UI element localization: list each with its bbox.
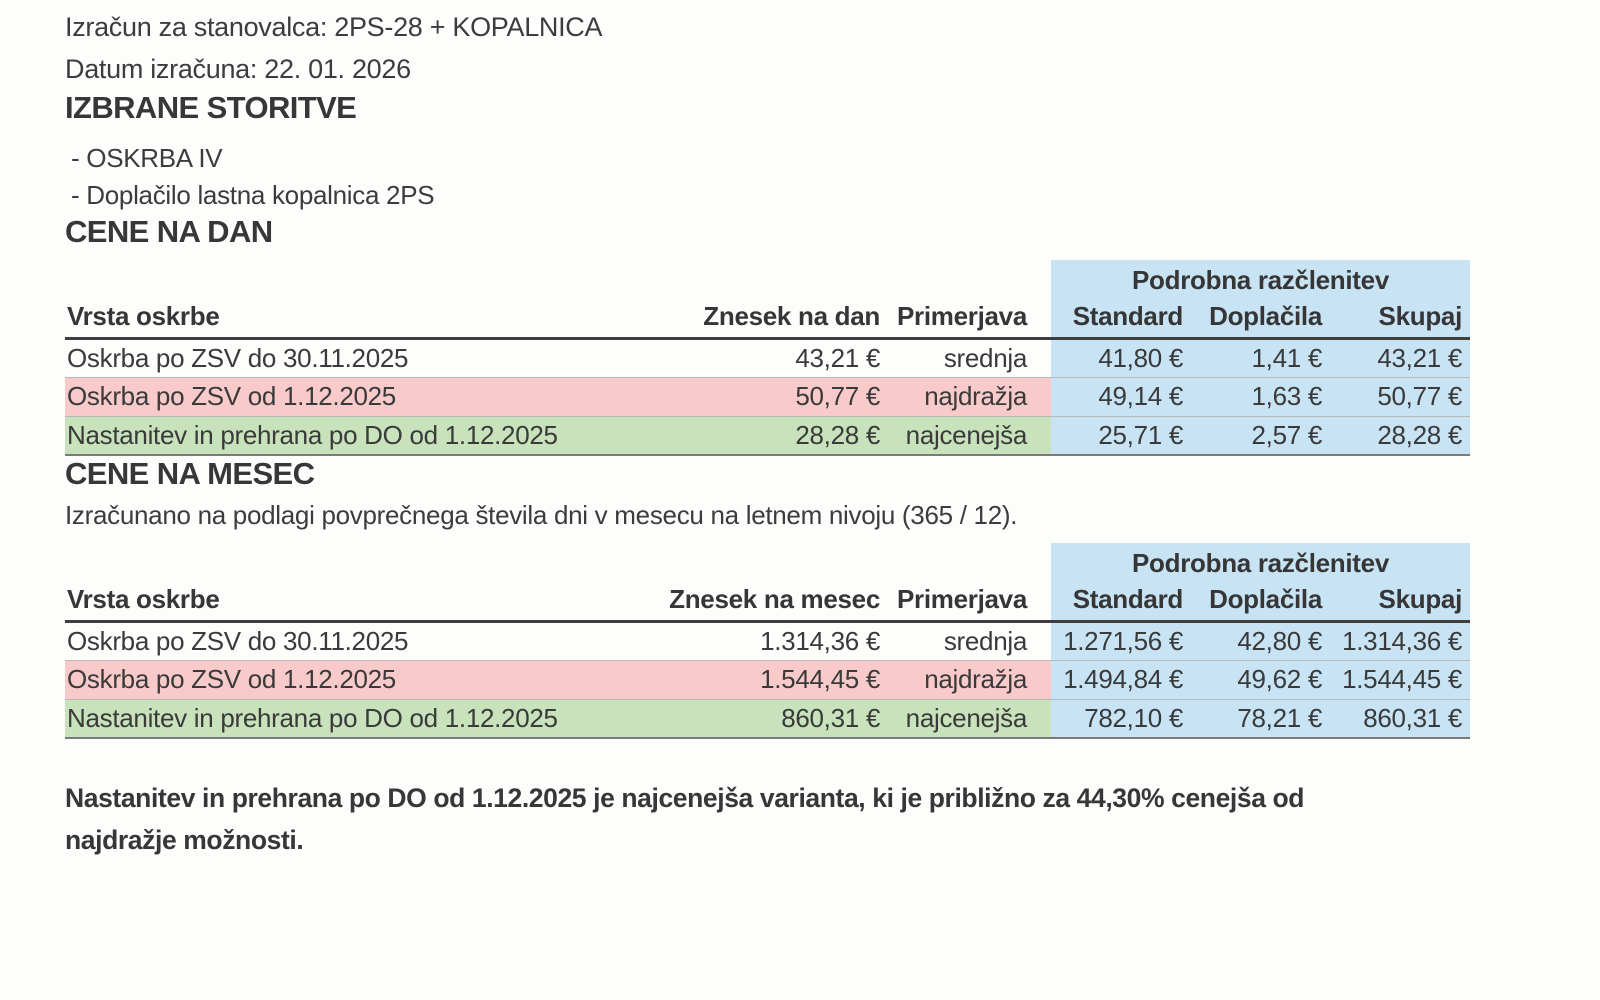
selected-services-list: - OSKRBA IV - Doplačilo lastna kopalnica… — [65, 140, 1600, 214]
cell-primerjava: najdražja — [888, 377, 1051, 417]
col-header-vrsta-oskrbe: Vrsta oskrbe — [65, 300, 640, 340]
cell-vrsta: Oskrba po ZSV do 30.11.2025 — [65, 621, 640, 661]
monthly-breakdown-group-header: Podrobna razčlenitev — [1051, 543, 1470, 583]
cell-primerjava: najcenejša — [888, 699, 1051, 739]
cell-vrsta: Nastanitev in prehrana po DO od 1.12.202… — [65, 416, 640, 456]
monthly-column-header-row: Vrsta oskrbe Znesek na mesec Primerjava … — [65, 583, 1470, 623]
col-header-znesek-na-dan: Znesek na dan — [640, 300, 888, 340]
daily-column-header-row: Vrsta oskrbe Znesek na dan Primerjava St… — [65, 300, 1470, 340]
col-header-vrsta-oskrbe: Vrsta oskrbe — [65, 583, 640, 623]
monthly-prices-subtitle: Izračunano na podlagi povprečnega števil… — [65, 500, 1018, 530]
cell-skupaj: 1.544,45 € — [1330, 660, 1470, 700]
daily-group-header-row: Podrobna razčlenitev — [65, 260, 1470, 300]
cell-primerjava: najcenejša — [888, 416, 1051, 456]
col-header-skupaj: Skupaj — [1330, 300, 1470, 340]
table-row: Oskrba po ZSV od 1.12.2025 1.544,45 € na… — [65, 660, 1470, 700]
table-row: Oskrba po ZSV od 1.12.2025 50,77 € najdr… — [65, 377, 1470, 417]
cell-standard: 782,10 € — [1051, 699, 1191, 739]
daily-prices-table: Podrobna razčlenitev Vrsta oskrbe Znesek… — [65, 260, 1470, 456]
cell-znesek: 28,28 € — [640, 416, 888, 456]
cell-znesek: 1.314,36 € — [640, 621, 888, 661]
service-item: - OSKRBA IV — [71, 143, 223, 173]
table-row: Nastanitev in prehrana po DO od 1.12.202… — [65, 416, 1470, 456]
daily-breakdown-group-header: Podrobna razčlenitev — [1051, 260, 1470, 300]
cell-skupaj: 28,28 € — [1330, 416, 1470, 456]
daily-prices-heading: CENE NA DAN — [65, 214, 273, 249]
cell-skupaj: 50,77 € — [1330, 377, 1470, 417]
cell-doplacila: 1,63 € — [1191, 377, 1330, 417]
cheapest-variant-summary: Nastanitev in prehrana po DO od 1.12.202… — [65, 783, 1305, 855]
monthly-prices-table: Podrobna razčlenitev Vrsta oskrbe Znesek… — [65, 543, 1470, 739]
col-header-primerjava: Primerjava — [888, 583, 1051, 623]
document-page: Izračun za stanovalca: 2PS-28 + KOPALNIC… — [65, 12, 1600, 855]
spacer-cell — [65, 543, 1051, 583]
col-header-standard: Standard — [1051, 583, 1191, 623]
cell-vrsta: Oskrba po ZSV do 30.11.2025 — [65, 338, 640, 378]
cell-primerjava: najdražja — [888, 660, 1051, 700]
cell-standard: 1.494,84 € — [1051, 660, 1191, 700]
cell-vrsta: Nastanitev in prehrana po DO od 1.12.202… — [65, 699, 640, 739]
cell-znesek: 860,31 € — [640, 699, 888, 739]
monthly-group-header-row: Podrobna razčlenitev — [65, 543, 1470, 583]
cell-primerjava: srednja — [888, 338, 1051, 378]
table-row: Oskrba po ZSV do 30.11.2025 1.314,36 € s… — [65, 621, 1470, 661]
table-row: Nastanitev in prehrana po DO od 1.12.202… — [65, 699, 1470, 739]
cell-skupaj: 1.314,36 € — [1330, 621, 1470, 661]
cell-standard: 41,80 € — [1051, 338, 1191, 378]
col-header-primerjava: Primerjava — [888, 300, 1051, 340]
table-row: Oskrba po ZSV do 30.11.2025 43,21 € sred… — [65, 338, 1470, 378]
cell-doplacila: 49,62 € — [1191, 660, 1330, 700]
cell-znesek: 1.544,45 € — [640, 660, 888, 700]
cell-skupaj: 43,21 € — [1330, 338, 1470, 378]
col-header-doplacila: Doplačila — [1191, 583, 1330, 623]
cell-vrsta: Oskrba po ZSV od 1.12.2025 — [65, 660, 640, 700]
cell-doplacila: 1,41 € — [1191, 338, 1330, 378]
col-header-skupaj: Skupaj — [1330, 583, 1470, 623]
cell-primerjava: srednja — [888, 621, 1051, 661]
cell-standard: 25,71 € — [1051, 416, 1191, 456]
col-header-standard: Standard — [1051, 300, 1191, 340]
cell-doplacila: 2,57 € — [1191, 416, 1330, 456]
calculation-title: Izračun za stanovalca: 2PS-28 + KOPALNIC… — [65, 12, 603, 42]
selected-services-heading: IZBRANE STORITVE — [65, 90, 357, 125]
spacer-cell — [65, 260, 1051, 300]
service-item: - Doplačilo lastna kopalnica 2PS — [71, 180, 435, 210]
cell-znesek: 43,21 € — [640, 338, 888, 378]
cell-vrsta: Oskrba po ZSV od 1.12.2025 — [65, 377, 640, 417]
cell-znesek: 50,77 € — [640, 377, 888, 417]
cell-skupaj: 860,31 € — [1330, 699, 1470, 739]
cell-standard: 1.271,56 € — [1051, 621, 1191, 661]
col-header-znesek-na-mesec: Znesek na mesec — [640, 583, 888, 623]
cell-doplacila: 78,21 € — [1191, 699, 1330, 739]
cell-doplacila: 42,80 € — [1191, 621, 1330, 661]
col-header-doplacila: Doplačila — [1191, 300, 1330, 340]
cell-standard: 49,14 € — [1051, 377, 1191, 417]
calculation-date: Datum izračuna: 22. 01. 2026 — [65, 54, 411, 84]
monthly-prices-heading: CENE NA MESEC — [65, 456, 315, 491]
